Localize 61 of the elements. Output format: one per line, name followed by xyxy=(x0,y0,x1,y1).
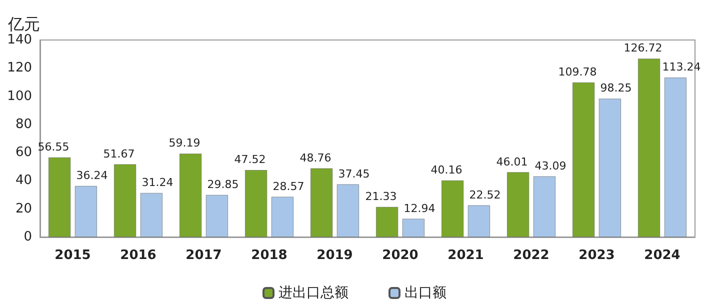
x-tick-label: 2016 xyxy=(120,248,156,263)
data-label: 29.85 xyxy=(207,178,239,191)
data-label: 59.19 xyxy=(168,136,200,150)
bar xyxy=(310,168,333,237)
data-label: 40.16 xyxy=(430,163,462,176)
y-tick-label: 80 xyxy=(15,116,32,132)
bar xyxy=(598,98,621,237)
data-label: 56.55 xyxy=(38,140,70,154)
bar xyxy=(376,206,398,237)
data-label: 31.24 xyxy=(142,176,174,190)
data-label: 51.67 xyxy=(103,147,135,160)
bar xyxy=(206,194,228,237)
bar xyxy=(114,164,136,237)
x-tick-label: 2021 xyxy=(448,248,484,263)
data-label: 98.25 xyxy=(600,82,632,95)
bar xyxy=(664,78,686,237)
bar xyxy=(180,154,202,237)
data-label: 47.52 xyxy=(234,153,266,166)
data-label: 37.45 xyxy=(338,167,370,180)
data-label: 22.52 xyxy=(469,188,501,202)
x-tick-label: 2023 xyxy=(578,248,615,263)
data-label: 36.24 xyxy=(76,169,108,182)
x-tick-label: 2024 xyxy=(644,248,680,263)
data-label: 21.33 xyxy=(365,190,397,203)
data-label: 43.09 xyxy=(534,159,566,172)
y-tick-label: 20 xyxy=(15,201,32,216)
y-tick-label: 120 xyxy=(7,60,32,76)
legend-label: 出口额 xyxy=(404,285,446,301)
y-tick-label: 140 xyxy=(7,32,32,48)
bar xyxy=(336,184,359,237)
data-label: 12.94 xyxy=(404,202,436,215)
bar xyxy=(442,180,464,237)
bar xyxy=(271,196,294,237)
bar xyxy=(48,157,71,237)
legend-label: 进出口总额 xyxy=(278,285,348,301)
bar xyxy=(638,58,660,237)
y-axis-title: 亿元 xyxy=(7,14,40,34)
x-tick-label: 2022 xyxy=(513,248,550,263)
bar xyxy=(140,193,162,237)
x-tick-label: 2015 xyxy=(54,248,91,263)
bar xyxy=(245,170,268,237)
y-tick-label: 0 xyxy=(24,230,32,244)
bar xyxy=(533,176,556,237)
data-label: 126.72 xyxy=(624,42,662,55)
bar xyxy=(402,218,424,237)
bar xyxy=(74,186,97,237)
data-label: 113.24 xyxy=(662,60,701,74)
y-tick-label: 40 xyxy=(15,173,32,188)
data-label: 28.57 xyxy=(272,180,304,193)
bar xyxy=(507,172,530,237)
bar xyxy=(572,82,595,237)
data-label: 46.01 xyxy=(496,155,528,168)
x-tick-label: 2019 xyxy=(316,248,353,263)
x-tick-label: 2017 xyxy=(186,248,222,263)
y-tick-label: 100 xyxy=(7,88,32,104)
data-label: 48.76 xyxy=(300,151,332,164)
x-tick-label: 2018 xyxy=(251,248,288,263)
x-tick-label: 2020 xyxy=(382,248,418,263)
bar xyxy=(468,205,490,237)
data-label: 109.78 xyxy=(558,66,597,79)
y-tick-label: 60 xyxy=(15,145,32,160)
